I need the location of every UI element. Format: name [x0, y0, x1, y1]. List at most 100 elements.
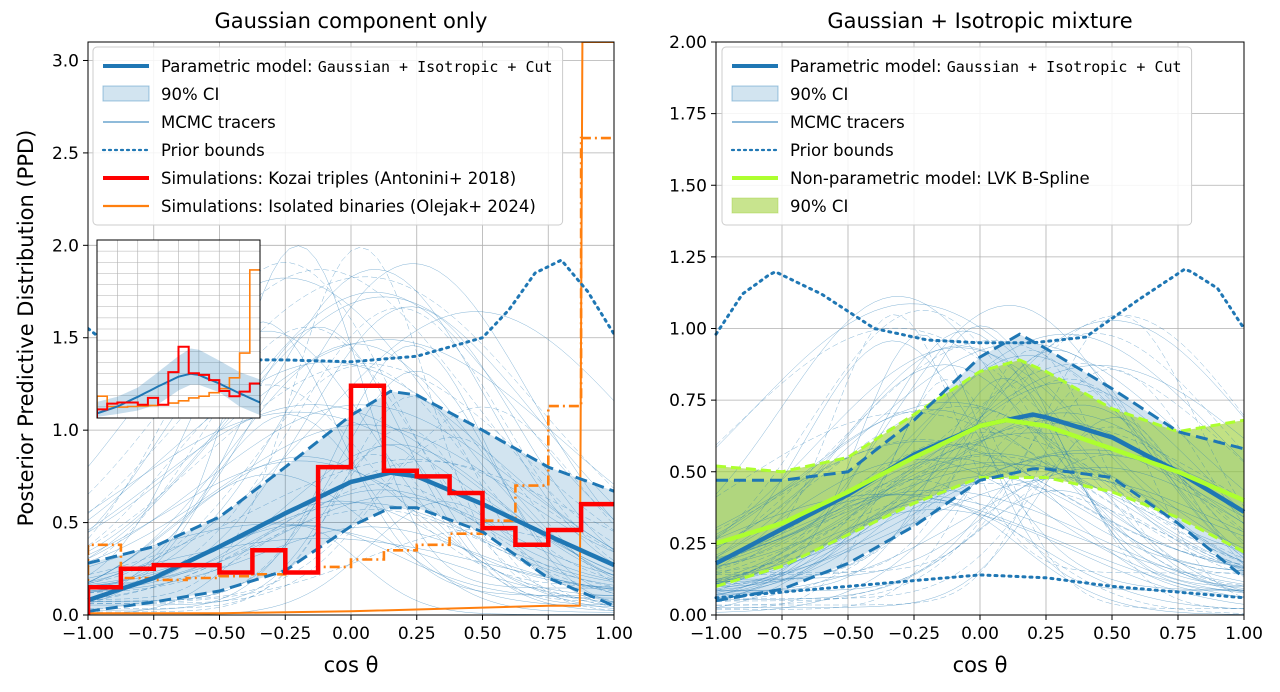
- x-tick-label: −0.75: [756, 624, 808, 644]
- x-tick-label: −0.75: [128, 624, 180, 644]
- mcmc-tracer-line: [716, 330, 1244, 587]
- mcmc-tracer-line: [88, 269, 614, 585]
- x-tick-label: 0.25: [1027, 624, 1065, 644]
- x-tick-label: 0.00: [332, 624, 370, 644]
- y-tick-label: 0.5: [52, 514, 79, 534]
- legend-label: 90% CI: [161, 85, 219, 104]
- right-x-axis-label: cos θ: [953, 653, 1008, 677]
- mcmc-tracer-line: [716, 379, 1244, 609]
- x-tick-label: −0.25: [259, 624, 311, 644]
- ci-lower-dashed-line: [715, 467, 1245, 603]
- bspline-ci-lower-line: [715, 476, 1245, 588]
- mcmc-tracer-line: [716, 314, 1244, 603]
- legend-swatch-band: [102, 85, 150, 102]
- mcmc-tracer-line: [716, 467, 1244, 596]
- mcmc-tracer-line: [88, 326, 614, 592]
- mcmc-tracer-line: [88, 473, 614, 607]
- x-tick-label: 1.00: [1225, 624, 1263, 644]
- mcmc-tracer-line: [716, 455, 1244, 582]
- legend-label: MCMC tracers: [161, 113, 276, 132]
- mcmc-tracer-line: [716, 412, 1244, 590]
- mcmc-tracer-line: [716, 443, 1244, 597]
- mcmc-tracer-line: [88, 343, 614, 583]
- ci-lower-dashed-line: [87, 506, 615, 613]
- mcmc-tracer-line: [716, 342, 1244, 549]
- y-tick-label: 1.75: [669, 105, 707, 125]
- mcmc-tracer-line: [88, 339, 614, 533]
- y-tick-label: 2.5: [52, 144, 79, 164]
- legend-label: Parametric model: Gaussian + Isotropic +…: [790, 57, 1182, 76]
- y-tick-label: 1.50: [669, 176, 707, 196]
- mcmc-tracer-line: [716, 303, 1244, 549]
- x-tick-label: 0.75: [529, 624, 567, 644]
- mcmc-tracer-line: [88, 406, 614, 602]
- right-chart-title: Gaussian + Isotropic mixture: [827, 9, 1132, 33]
- right-plot-area: −1.00 −0.75 −0.50 −0.25 0.00 0.25 0.50 0.75 1.00…: [669, 33, 1263, 644]
- legend-label: Prior bounds: [790, 141, 894, 160]
- mcmc-tracer-line: [716, 325, 1244, 587]
- left-chart-title: Gaussian component only: [215, 9, 488, 33]
- legend-label: MCMC tracers: [790, 113, 905, 132]
- y-tick-label: 1.5: [52, 329, 79, 349]
- ci-upper-dashed-line: [716, 332, 1245, 482]
- mcmc-tracer-line: [88, 525, 614, 615]
- mcmc-tracer-line: [716, 327, 1244, 564]
- x-tick-label: 0.50: [1093, 624, 1131, 644]
- inset-kozai-line: [97, 345, 260, 418]
- legend-label-prefix: Parametric model:: [790, 57, 947, 76]
- left-x-axis-label: cos θ: [324, 653, 379, 677]
- mcmc-tracer-line: [716, 427, 1244, 610]
- y-tick-label: 1.25: [669, 248, 707, 268]
- mcmc-tracer-line: [716, 402, 1244, 567]
- bspline-ci-upper-line: [715, 358, 1245, 474]
- mcmc-tracer-line: [88, 247, 614, 600]
- legend-label: 90% CI: [790, 197, 848, 216]
- legend-label-model: Gaussian + Isotropic + Cut: [947, 58, 1182, 76]
- x-tick-label: 0.75: [1159, 624, 1197, 644]
- mcmc-tracer-line: [716, 459, 1244, 594]
- mcmc-tracer-line: [716, 412, 1244, 569]
- mcmc-tracer-line: [716, 423, 1244, 569]
- y-tick-label: 0.0: [52, 606, 79, 626]
- mcmc-tracer-line: [716, 365, 1244, 567]
- y-tick-label: 3.0: [52, 51, 79, 71]
- mcmc-tracer-line: [88, 263, 614, 590]
- mcmc-tracer-line: [88, 296, 614, 559]
- mcmc-tracer-line: [716, 340, 1244, 550]
- mcmc-tracer-line: [716, 493, 1244, 598]
- mcmc-tracer-line: [716, 439, 1244, 565]
- legend-label: Non-parametric model: LVK B-Spline: [790, 169, 1090, 188]
- mcmc-tracer-line: [716, 340, 1244, 591]
- mcmc-tracer-line: [88, 523, 614, 604]
- mcmc-tracer-line: [716, 310, 1244, 586]
- mcmc-tracer-line: [88, 444, 614, 606]
- mcmc-tracer-line: [716, 490, 1244, 601]
- legend-swatch-band: [731, 197, 779, 214]
- x-tick-label: −0.50: [193, 624, 245, 644]
- mcmc-tracer-line: [716, 455, 1244, 592]
- mcmc-tracer-line: [88, 509, 614, 602]
- y-tick-label: 0.25: [669, 534, 707, 554]
- x-tick-label: 0.25: [398, 624, 436, 644]
- mcmc-tracer-line: [716, 378, 1244, 585]
- mcmc-tracer-line: [716, 509, 1244, 605]
- mcmc-tracer-line: [716, 483, 1244, 575]
- mcmc-tracer-line: [716, 479, 1244, 614]
- x-tick-label: 1.00: [595, 624, 633, 644]
- x-tick-label: −1.00: [62, 624, 114, 644]
- y-tick-label: 0.00: [669, 606, 707, 626]
- x-tick-label: −0.25: [888, 624, 940, 644]
- mcmc-tracer-line: [88, 361, 614, 550]
- legend-label: Prior bounds: [161, 141, 265, 160]
- x-tick-label: 0.00: [961, 624, 999, 644]
- ci-band: [88, 391, 614, 612]
- mcmc-tracer-line: [88, 326, 614, 611]
- legend-label: Simulations: Kozai triples (Antonini+ 20…: [161, 169, 516, 188]
- mcmc-tracer-line: [716, 441, 1244, 568]
- mcmc-tracer-line: [716, 314, 1244, 574]
- mcmc-tracer-line: [88, 427, 614, 613]
- mcmc-tracer-line: [88, 363, 614, 548]
- mcmc-tracer-line: [88, 384, 614, 588]
- mcmc-tracers: [716, 296, 1244, 615]
